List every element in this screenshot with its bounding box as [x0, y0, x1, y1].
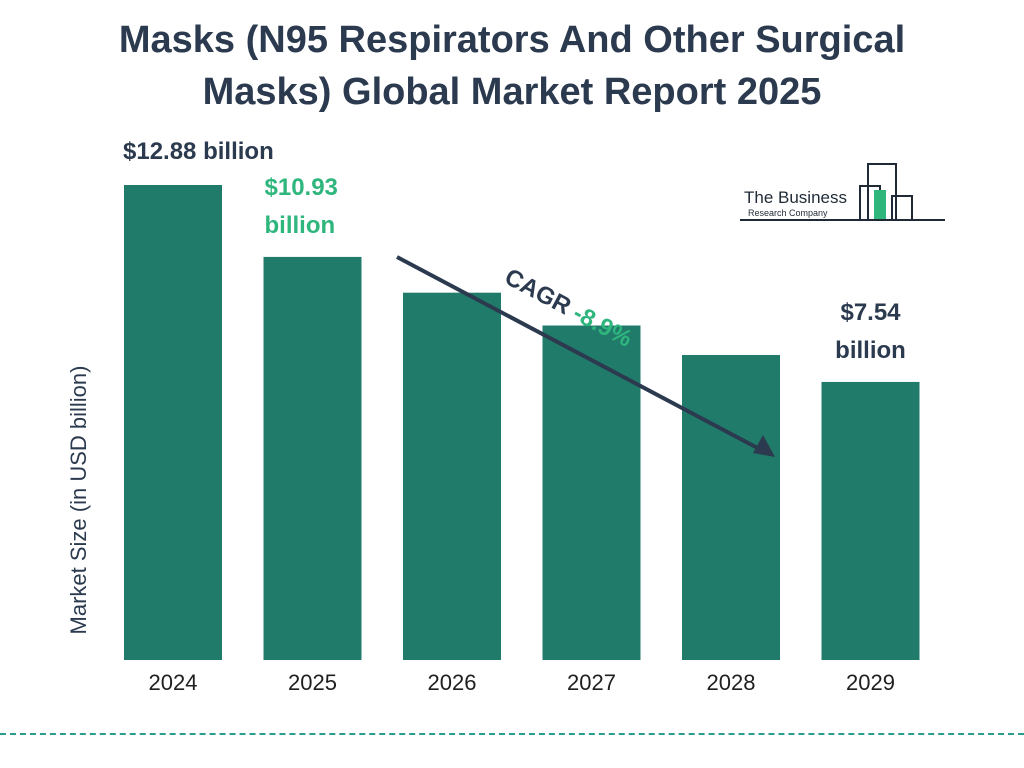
x-tick-label-2029: 2029 — [846, 670, 895, 695]
cagr-label: CAGR — [500, 263, 581, 323]
bottom-dashed-divider — [0, 733, 1024, 735]
bar-2025 — [263, 256, 362, 660]
bar-2027 — [542, 325, 641, 660]
bar-2024 — [124, 185, 222, 660]
chart-title-line-2: Masks) Global Market Report 2025 — [202, 71, 822, 113]
logo-text-line-1: The Business — [744, 188, 847, 207]
x-tick-label-2024: 2024 — [149, 670, 198, 695]
company-logo: The Business Research Company — [740, 158, 950, 228]
bar-building-logo-icon — [740, 163, 945, 221]
data-label-2029-line-1: $7.54 — [840, 299, 901, 326]
bar-2028 — [682, 355, 780, 660]
data-label-2029-line-2: billion — [835, 337, 906, 364]
data-label-2024-line-1: $12.88 billion — [123, 138, 274, 165]
cagr-arrow-line — [396, 255, 768, 455]
bar-2026 — [403, 292, 501, 660]
x-tick-label-2028: 2028 — [707, 670, 756, 695]
chart-title: Masks (N95 Respirators And Other Surgica… — [0, 14, 1024, 118]
logo-text-line-2: Research Company — [748, 208, 828, 218]
x-tick-label-2026: 2026 — [428, 670, 477, 695]
y-axis-label: Market Size (in USD billion) — [66, 366, 91, 635]
cagr-arrowhead — [753, 435, 775, 457]
bar-2029 — [821, 381, 920, 660]
x-tick-label-2027: 2027 — [567, 670, 616, 695]
data-label-2025-line-1: $10.93 — [265, 174, 338, 201]
chart-title-line-1: Masks (N95 Respirators And Other Surgica… — [118, 19, 906, 61]
x-tick-label-2025: 2025 — [288, 670, 337, 695]
data-label-2025-line-2: billion — [265, 212, 336, 239]
